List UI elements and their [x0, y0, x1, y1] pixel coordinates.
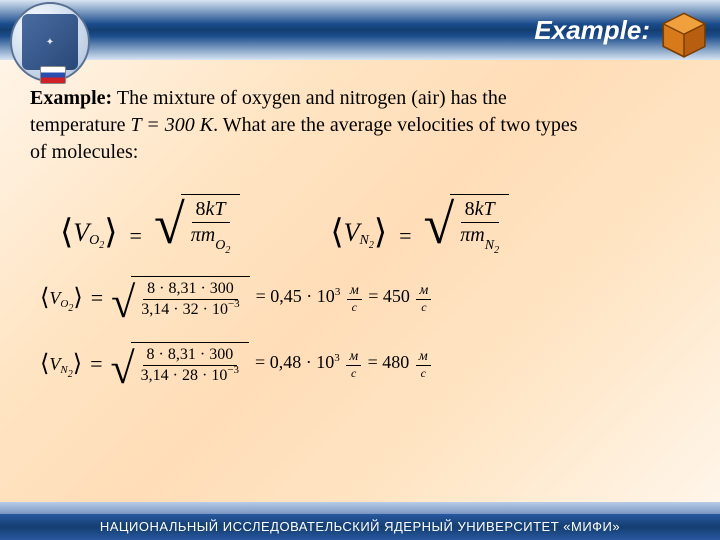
formula-o2: ⟨ V O2 ⟩ = √ 8kT πmO2 — [60, 194, 240, 250]
formula-row: ⟨ V O2 ⟩ = √ 8kT πmO2 ⟨ V N2 — [60, 194, 690, 250]
logo-inner-icon: ✦ — [22, 14, 78, 70]
problem-text: Example: The mixture of oxygen and nitro… — [30, 85, 690, 166]
slide-content: Example: The mixture of oxygen and nitro… — [30, 85, 690, 408]
footer-bar: НАЦИОНАЛЬНЫЙ ИССЛЕДОВАТЕЛЬСКИЙ ЯДЕРНЫЙ У… — [0, 514, 720, 540]
footer-stripe — [0, 502, 720, 514]
calc-n2: ⟨ V N2 ⟩ = √ 8 · 8,31 · 300 3,14 · 28 · … — [40, 342, 690, 386]
example-label: Example: — [30, 87, 112, 109]
footer-text: НАЦИОНАЛЬНЫЙ ИССЛЕДОВАТЕЛЬСКИЙ ЯДЕРНЫЙ У… — [100, 519, 620, 534]
formula-n2: ⟨ V N2 ⟩ = √ 8kT πmN2 — [330, 194, 509, 250]
header-title: Example: — [534, 15, 650, 46]
logo-shield: ✦ — [10, 2, 90, 82]
russia-flag-icon — [40, 66, 66, 84]
calc-o2: ⟨ V O2 ⟩ = √ 8 · 8,31 · 300 3,14 · 32 · … — [40, 276, 690, 320]
cube-icon — [658, 10, 710, 62]
university-logo: ✦ — [10, 2, 120, 82]
